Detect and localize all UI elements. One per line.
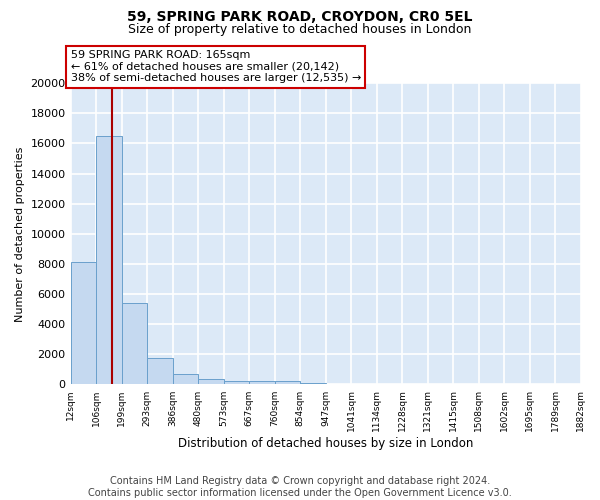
Bar: [173, 374, 198, 384]
Bar: [96, 136, 122, 384]
Y-axis label: Number of detached properties: Number of detached properties: [15, 146, 25, 322]
Text: 59 SPRING PARK ROAD: 165sqm
← 61% of detached houses are smaller (20,142)
38% of: 59 SPRING PARK ROAD: 165sqm ← 61% of det…: [71, 50, 361, 83]
Bar: [275, 382, 300, 384]
X-axis label: Distribution of detached houses by size in London: Distribution of detached houses by size …: [178, 437, 473, 450]
Bar: [71, 262, 96, 384]
Bar: [224, 380, 249, 384]
Bar: [198, 380, 224, 384]
Bar: [122, 303, 147, 384]
Bar: [300, 383, 326, 384]
Text: Size of property relative to detached houses in London: Size of property relative to detached ho…: [128, 22, 472, 36]
Bar: [249, 382, 275, 384]
Text: Contains HM Land Registry data © Crown copyright and database right 2024.
Contai: Contains HM Land Registry data © Crown c…: [88, 476, 512, 498]
Bar: [147, 358, 173, 384]
Text: 59, SPRING PARK ROAD, CROYDON, CR0 5EL: 59, SPRING PARK ROAD, CROYDON, CR0 5EL: [127, 10, 473, 24]
